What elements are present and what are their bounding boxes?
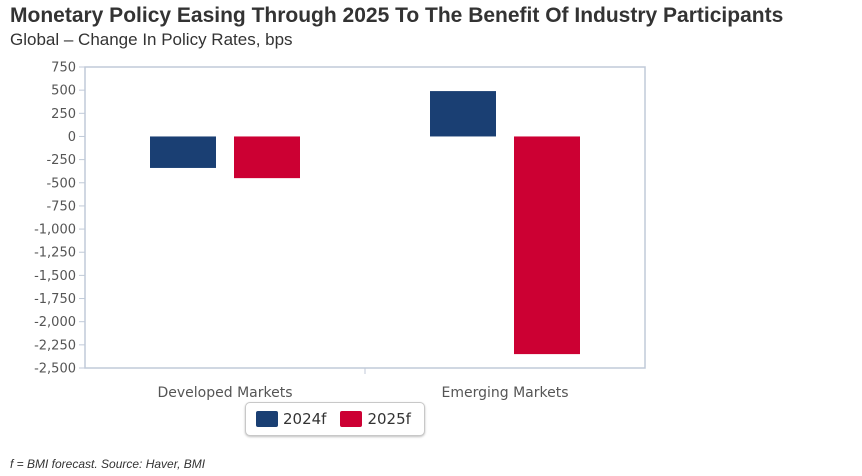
y-axis: 750 500 250 0 -250 -500 -750 -1,000 -1,250 -1,500… <box>34 61 85 377</box>
x-category-label: Emerging Markets <box>441 385 568 401</box>
legend-label-2024f: 2024f <box>283 410 327 428</box>
bar-2025f-developed-markets <box>234 136 300 179</box>
legend-swatch-2025f <box>340 411 363 427</box>
y-tick-label: -2,250 <box>34 338 76 353</box>
x-axis: Developed Markets Emerging Markets <box>157 368 569 401</box>
source-footnote: f = BMI forecast. Source: Haver, BMI <box>10 457 206 471</box>
bar-2024f-developed-markets <box>150 136 216 168</box>
x-category-label: Developed Markets <box>157 385 292 401</box>
y-tick-label: 500 <box>51 84 76 99</box>
y-tick-label: -2,000 <box>34 315 76 330</box>
y-tick-label: -250 <box>46 153 76 168</box>
y-tick-label: -1,500 <box>34 269 76 284</box>
bars <box>150 91 580 355</box>
legend: 2024f 2025f <box>245 402 425 436</box>
legend-swatch-2024f <box>256 411 278 427</box>
legend-item-2025f[interactable]: 2025f <box>340 410 411 428</box>
y-tick-label: -500 <box>46 176 76 191</box>
chart-title: Monetary Policy Easing Through 2025 To T… <box>10 4 784 27</box>
y-tick-label: -1,750 <box>34 292 76 307</box>
y-tick-label: 250 <box>51 107 76 122</box>
bar-2024f-emerging-markets <box>430 91 496 137</box>
y-tick-label: -750 <box>46 199 76 214</box>
chart-subtitle: Global – Change In Policy Rates, bps <box>10 30 293 49</box>
y-tick-label: -1,250 <box>34 246 76 261</box>
legend-item-2024f[interactable]: 2024f <box>256 410 326 428</box>
y-tick-label: -2,500 <box>34 362 76 377</box>
y-tick-label: -1,000 <box>34 223 76 238</box>
y-tick-label: 750 <box>51 61 76 76</box>
bar-2025f-emerging-markets <box>514 136 580 355</box>
y-tick-label: 0 <box>68 130 76 145</box>
legend-label-2025f: 2025f <box>367 410 411 428</box>
